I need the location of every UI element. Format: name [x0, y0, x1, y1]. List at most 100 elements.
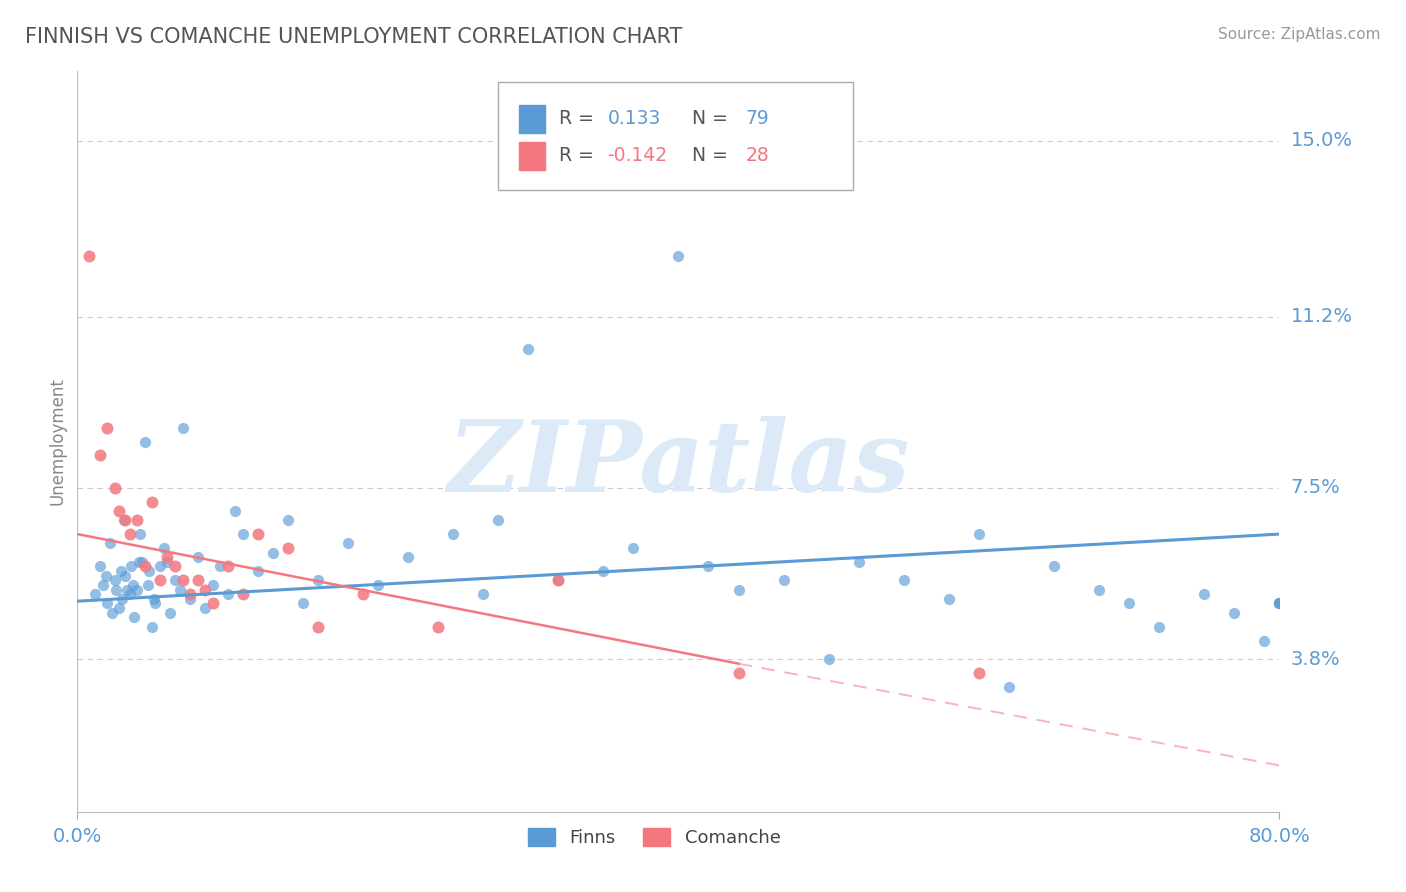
Point — [472, 587, 495, 601]
Point — [194, 582, 217, 597]
Y-axis label: Unemployment: Unemployment — [48, 377, 66, 506]
Text: 79: 79 — [745, 109, 769, 128]
Point — [156, 550, 179, 565]
Point — [194, 601, 217, 615]
Point — [1253, 633, 1275, 648]
Point — [217, 559, 239, 574]
Text: FINNISH VS COMANCHE UNEMPLOYMENT CORRELATION CHART: FINNISH VS COMANCHE UNEMPLOYMENT CORRELA… — [25, 27, 683, 46]
Point — [547, 574, 569, 588]
Point — [96, 420, 118, 434]
Point — [163, 559, 186, 574]
Point — [1088, 582, 1111, 597]
Point — [96, 597, 118, 611]
Point — [84, 587, 107, 601]
Point — [232, 527, 254, 541]
Point — [104, 574, 127, 588]
Point — [159, 606, 181, 620]
Point — [277, 541, 299, 555]
Text: ZIPatlas: ZIPatlas — [447, 416, 910, 512]
Point — [138, 564, 160, 578]
Point — [145, 597, 167, 611]
Legend: Finns, Comanche: Finns, Comanche — [522, 821, 787, 855]
Point — [179, 587, 201, 601]
Point — [367, 578, 389, 592]
Point — [486, 513, 509, 527]
Point — [427, 619, 450, 633]
Point — [111, 591, 134, 606]
Point — [201, 597, 224, 611]
Point — [101, 606, 124, 620]
Point — [668, 250, 690, 264]
Point — [967, 527, 990, 541]
Text: Source: ZipAtlas.com: Source: ZipAtlas.com — [1218, 27, 1381, 42]
Point — [128, 555, 150, 569]
Point — [169, 582, 191, 597]
Point — [156, 555, 179, 569]
Point — [94, 568, 117, 582]
Point — [110, 564, 132, 578]
Point — [232, 587, 254, 601]
Point — [697, 559, 720, 574]
Point — [727, 582, 749, 597]
Point — [131, 555, 153, 569]
FancyBboxPatch shape — [498, 82, 852, 190]
Point — [938, 591, 960, 606]
Point — [89, 449, 111, 463]
Point — [277, 513, 299, 527]
Point — [127, 513, 149, 527]
Text: R =: R = — [560, 146, 600, 165]
Point — [118, 587, 141, 601]
Point — [291, 597, 314, 611]
Point — [262, 545, 284, 560]
Point — [307, 574, 329, 588]
Text: 0.133: 0.133 — [607, 109, 661, 128]
Text: 7.5%: 7.5% — [1291, 478, 1340, 498]
Point — [1268, 597, 1291, 611]
Point — [224, 504, 246, 518]
Point — [105, 582, 128, 597]
Point — [163, 574, 186, 588]
Point — [1223, 606, 1246, 620]
Point — [998, 680, 1021, 694]
Text: 15.0%: 15.0% — [1291, 131, 1353, 150]
Point — [179, 591, 201, 606]
Text: 28: 28 — [745, 146, 769, 165]
Point — [143, 591, 166, 606]
Point — [118, 527, 141, 541]
Text: 11.2%: 11.2% — [1291, 307, 1353, 326]
Point — [307, 619, 329, 633]
Point — [114, 513, 136, 527]
Point — [172, 574, 194, 588]
Point — [108, 504, 131, 518]
Point — [967, 665, 990, 680]
Point — [141, 494, 163, 508]
Point — [727, 665, 749, 680]
Point — [100, 536, 122, 550]
Text: 3.8%: 3.8% — [1291, 649, 1340, 668]
Point — [134, 559, 156, 574]
Text: N =: N = — [679, 146, 734, 165]
Text: N =: N = — [679, 109, 734, 128]
Point — [848, 555, 870, 569]
Point — [136, 578, 159, 592]
Point — [129, 527, 152, 541]
Point — [1268, 597, 1291, 611]
Point — [441, 527, 464, 541]
Point — [201, 578, 224, 592]
Point — [817, 652, 839, 666]
Point — [517, 342, 540, 356]
Point — [621, 541, 644, 555]
Point — [592, 564, 614, 578]
Bar — [519, 142, 546, 169]
Point — [122, 578, 145, 592]
Point — [172, 420, 194, 434]
Point — [352, 587, 374, 601]
Point — [246, 527, 269, 541]
Point — [79, 250, 101, 264]
Point — [186, 550, 209, 565]
Point — [893, 574, 915, 588]
Point — [1043, 559, 1066, 574]
Bar — [519, 104, 546, 133]
Point — [89, 559, 111, 574]
Point — [246, 564, 269, 578]
